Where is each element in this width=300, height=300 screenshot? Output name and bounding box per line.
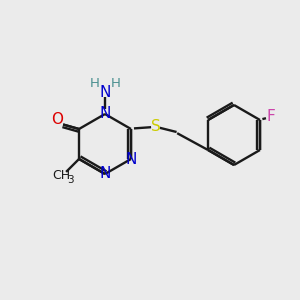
Text: O: O <box>51 112 63 128</box>
Text: H: H <box>90 77 99 90</box>
Text: N: N <box>125 152 137 166</box>
Text: CH: CH <box>52 169 70 182</box>
Text: F: F <box>266 109 275 124</box>
Text: N: N <box>99 106 111 122</box>
Text: 3: 3 <box>67 175 74 185</box>
Text: N: N <box>99 85 111 100</box>
Text: H: H <box>111 77 120 90</box>
Text: S: S <box>151 119 160 134</box>
Text: N: N <box>99 167 111 182</box>
